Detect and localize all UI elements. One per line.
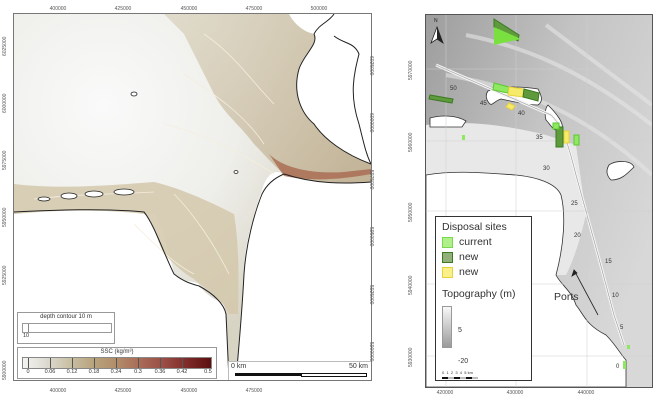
y-tick-label: 6025000: [2, 36, 8, 56]
channel-km-label: 10: [612, 293, 619, 299]
y-tick-label: 5970000: [408, 60, 414, 80]
y-tick-label: 5950000: [408, 202, 414, 222]
y-tick-label: 6025000: [368, 56, 374, 76]
y-tick-label: 5950000: [2, 207, 8, 227]
y-tick-label: 5930000: [408, 347, 414, 367]
y-tick-label: 5975000: [368, 170, 374, 190]
x-tick-label: 500000: [310, 6, 328, 12]
legend-item-new-yellow: new: [442, 266, 531, 278]
ssc-tick-label: 0.06: [44, 369, 56, 375]
new-site-green-swatch: [442, 251, 453, 263]
topography-title: Topography (m): [442, 288, 516, 300]
y-tick-label: 5940000: [408, 275, 414, 295]
legend-item-new-green: new: [442, 251, 531, 263]
ssc-colorbar: [22, 357, 212, 369]
x-tick-label: 400000: [49, 6, 67, 12]
x-tick-label: 425000: [114, 388, 132, 394]
channel-km-label: 40: [518, 111, 525, 117]
north-arrow-icon: N: [430, 18, 444, 45]
current-site-swatch: [442, 236, 453, 248]
ssc-map-canvas: [14, 14, 371, 380]
x-tick-label: 430000: [506, 390, 524, 396]
ssc-tick-label: 0.42: [176, 369, 188, 375]
ssc-tick-label: 0: [26, 369, 30, 375]
y-tick-label: 5925000: [2, 265, 8, 285]
topography-max-label: 5: [458, 327, 462, 334]
right-map-panel: N 50 45 40 35 30 25 20 15 10 5 0 Ports D…: [400, 0, 657, 400]
depth-contour-value: 10: [23, 333, 30, 339]
scale-start-label: 0 km: [231, 363, 247, 370]
ssc-tick-label: 0.36: [154, 369, 166, 375]
x-tick-label: 450000: [180, 6, 198, 12]
y-tick-label: 5925000: [368, 285, 374, 305]
y-tick-label: 5975000: [2, 150, 8, 170]
ssc-tick-label: 0.18: [88, 369, 100, 375]
depth-contour-bar: [22, 323, 112, 333]
x-tick-label: 475000: [245, 6, 263, 12]
new-site-yellow-swatch: [442, 266, 453, 278]
y-tick-label: 6000000: [2, 93, 8, 113]
channel-km-label: 45: [480, 101, 487, 107]
x-tick-label: 400000: [49, 388, 67, 394]
x-tick-label: 450000: [180, 388, 198, 394]
channel-km-label: 0: [616, 364, 620, 370]
y-tick-label: 6000000: [368, 113, 374, 133]
disposal-sites: [428, 18, 630, 369]
ssc-legend: SSC (kg/m³) 0 0.06 0.12 0.18 0.24 0.3 0.…: [17, 347, 217, 379]
channel-km-label: 25: [571, 201, 578, 207]
legend-item-current: current: [442, 236, 531, 248]
channel-km-label: 20: [574, 233, 581, 239]
x-tick-label: 440000: [577, 390, 595, 396]
y-tick-label: 5960000: [408, 132, 414, 152]
left-map-panel: 400000 425000 450000 475000 500000: [2, 6, 374, 394]
ssc-tick-label: 0.5: [204, 369, 212, 375]
channel-km-label: 50: [450, 86, 457, 92]
y-tick-label: 5900000: [368, 342, 374, 362]
disposal-map-frame: N 50 45 40 35 30 25 20 15 10 5 0 Ports D…: [425, 14, 653, 388]
channel-km-label: 15: [605, 259, 612, 265]
x-tick-label: 420000: [436, 390, 454, 396]
north-label: N: [434, 18, 438, 24]
ssc-tick-label: 0.24: [110, 369, 122, 375]
legend-scale-bar: [442, 377, 478, 379]
ssc-map-frame: depth contour 10 m 10 SSC (kg/m³) 0 0.06…: [13, 13, 372, 381]
ssc-legend-title: SSC (kg/m³): [100, 349, 134, 355]
topography-colorbar: [442, 306, 452, 348]
ssc-tick-label: 0.12: [66, 369, 78, 375]
scale-end-label: 50 km: [348, 363, 368, 370]
depth-contour-title: depth contour 10 m: [40, 314, 92, 320]
topography-min-label: -20: [458, 358, 469, 365]
x-tick-label: 425000: [114, 6, 132, 12]
x-tick-label: 475000: [245, 388, 263, 394]
channel-km-label: 5: [620, 325, 624, 331]
channel-km-label: 30: [543, 166, 550, 172]
disposal-legend: Disposal sites current new new Topograph…: [435, 216, 532, 381]
disposal-sites-title: Disposal sites: [442, 221, 507, 233]
ssc-tick-label: 0.3: [134, 369, 142, 375]
depth-contour-legend: depth contour 10 m 10: [17, 312, 115, 344]
ports-label: Ports: [554, 291, 579, 303]
y-tick-label: 5900000: [2, 360, 8, 380]
y-tick-label: 5950000: [368, 227, 374, 247]
scale-bar: 0 km 50 km: [228, 361, 371, 380]
legend-scale-labels: 0 1 2 3 4 5 km: [442, 370, 473, 375]
channel-km-label: 35: [536, 135, 543, 141]
